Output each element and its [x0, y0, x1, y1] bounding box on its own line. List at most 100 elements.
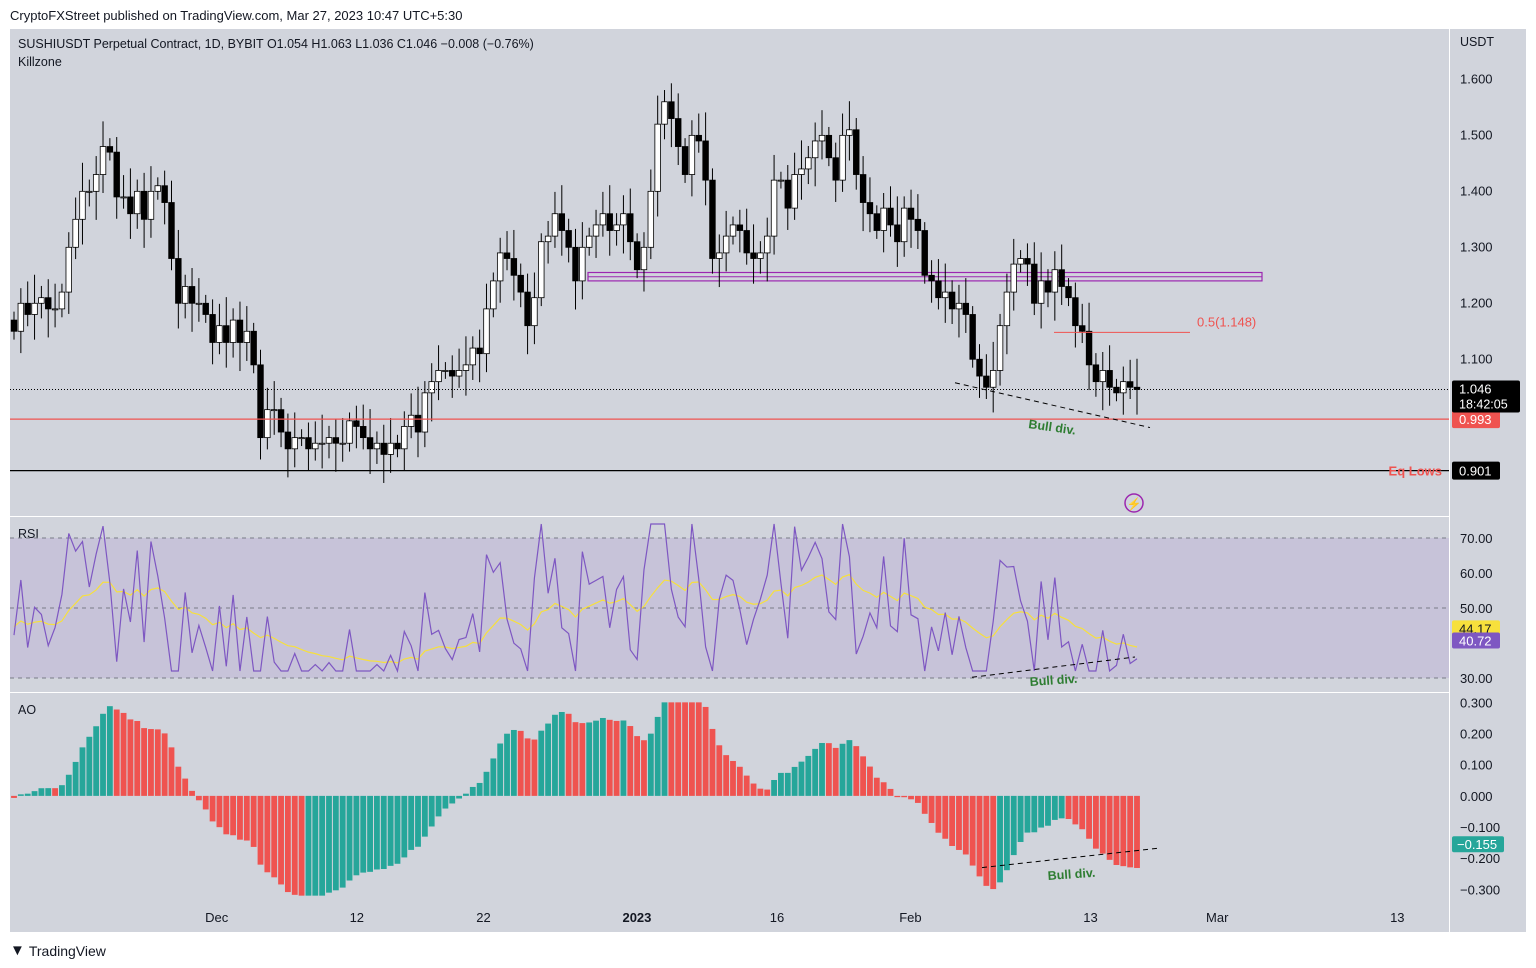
ao-bar[interactable]	[161, 733, 168, 796]
candle[interactable]	[722, 235, 730, 254]
ao-bar[interactable]	[408, 795, 415, 850]
ao-bar[interactable]	[463, 793, 469, 796]
ao-bar[interactable]	[435, 795, 442, 817]
ao-bar[interactable]	[284, 795, 291, 893]
ao-bar[interactable]	[634, 736, 641, 796]
candle[interactable]	[517, 274, 524, 293]
tradingview-brand[interactable]: ▼ TradingView	[10, 942, 106, 959]
candle[interactable]	[455, 370, 463, 377]
candle[interactable]	[681, 146, 689, 175]
candle[interactable]	[181, 286, 189, 304]
candle[interactable]	[983, 375, 990, 388]
candle[interactable]	[86, 190, 93, 193]
ao-bar[interactable]	[490, 758, 497, 796]
candle[interactable]	[729, 224, 737, 237]
candle[interactable]	[846, 129, 853, 136]
candle[interactable]	[1031, 263, 1038, 304]
candle[interactable]	[969, 314, 976, 360]
candle[interactable]	[777, 179, 785, 182]
candle[interactable]	[271, 409, 278, 412]
candle[interactable]	[996, 325, 1004, 371]
ao-bar[interactable]	[469, 786, 476, 796]
ao-bar[interactable]	[606, 719, 613, 796]
candle[interactable]	[1010, 263, 1017, 293]
ao-bar[interactable]	[483, 771, 490, 796]
candle[interactable]	[496, 252, 504, 282]
ao-bar[interactable]	[148, 729, 154, 796]
candle[interactable]	[1044, 280, 1052, 293]
ao-bar[interactable]	[1093, 795, 1099, 849]
candle[interactable]	[414, 414, 422, 433]
ao-bar[interactable]	[154, 729, 161, 796]
ao-bar[interactable]	[921, 795, 928, 814]
candle[interactable]	[264, 409, 271, 439]
candle[interactable]	[1065, 286, 1072, 299]
candle[interactable]	[298, 437, 305, 440]
ao-bar[interactable]	[510, 729, 517, 796]
candle[interactable]	[257, 364, 264, 439]
candle[interactable]	[366, 437, 374, 450]
ao-bar[interactable]	[401, 795, 408, 858]
candle[interactable]	[538, 241, 545, 299]
candle[interactable]	[24, 302, 31, 315]
rsi-line[interactable]	[13, 523, 1138, 674]
ao-bar[interactable]	[202, 795, 209, 810]
ao-bar[interactable]	[216, 795, 223, 828]
ao-bar[interactable]	[1134, 795, 1140, 868]
candle[interactable]	[1024, 258, 1031, 265]
candle[interactable]	[353, 420, 360, 427]
candle[interactable]	[770, 179, 778, 237]
candle[interactable]	[524, 291, 531, 327]
ao-bar[interactable]	[1031, 795, 1038, 833]
candle[interactable]	[195, 302, 203, 305]
ao-bar[interactable]	[545, 723, 552, 796]
candle[interactable]	[832, 157, 839, 181]
candle[interactable]	[688, 134, 696, 175]
ao-bar[interactable]	[360, 795, 367, 873]
ao-bar[interactable]	[230, 795, 237, 836]
candle[interactable]	[1037, 280, 1045, 304]
candle[interactable]	[202, 302, 209, 315]
candle[interactable]	[401, 426, 408, 450]
candle[interactable]	[140, 190, 148, 220]
ao-bar[interactable]	[1003, 795, 1010, 871]
ao-bar[interactable]	[620, 720, 627, 796]
ao-bar[interactable]	[106, 706, 113, 796]
ao-bar[interactable]	[661, 702, 668, 796]
ao-bar[interactable]	[1065, 795, 1072, 819]
ao-bar[interactable]	[552, 714, 558, 796]
candle[interactable]	[490, 280, 497, 310]
ao-bar[interactable]	[853, 746, 860, 796]
candle[interactable]	[17, 302, 25, 332]
pane-separator[interactable]	[10, 516, 1449, 517]
ao-bar[interactable]	[675, 702, 682, 796]
candle[interactable]	[161, 185, 168, 203]
candle[interactable]	[914, 218, 922, 231]
candle[interactable]	[462, 364, 470, 371]
candle[interactable]	[79, 190, 86, 220]
candle[interactable]	[1058, 269, 1065, 287]
candle[interactable]	[325, 437, 333, 444]
ao-bar[interactable]	[702, 706, 709, 796]
candle[interactable]	[469, 347, 476, 366]
ao-bar[interactable]	[59, 785, 65, 796]
candle[interactable]	[1126, 381, 1134, 388]
candle[interactable]	[236, 319, 244, 343]
ao-bar[interactable]	[572, 722, 579, 796]
ao-bar[interactable]	[593, 720, 599, 796]
candle[interactable]	[243, 330, 251, 343]
candle[interactable]	[10, 319, 18, 332]
ao-bar[interactable]	[647, 733, 654, 796]
ao-bar[interactable]	[832, 747, 839, 796]
ao-bar[interactable]	[449, 795, 456, 804]
candle[interactable]	[935, 280, 942, 299]
candle[interactable]	[558, 213, 566, 231]
candle[interactable]	[1017, 258, 1024, 265]
candle[interactable]	[188, 286, 196, 304]
candle[interactable]	[702, 140, 709, 181]
ao-bar[interactable]	[825, 743, 832, 796]
ao-bar[interactable]	[291, 795, 298, 895]
candle[interactable]	[811, 140, 819, 159]
ao-bar[interactable]	[223, 795, 230, 835]
